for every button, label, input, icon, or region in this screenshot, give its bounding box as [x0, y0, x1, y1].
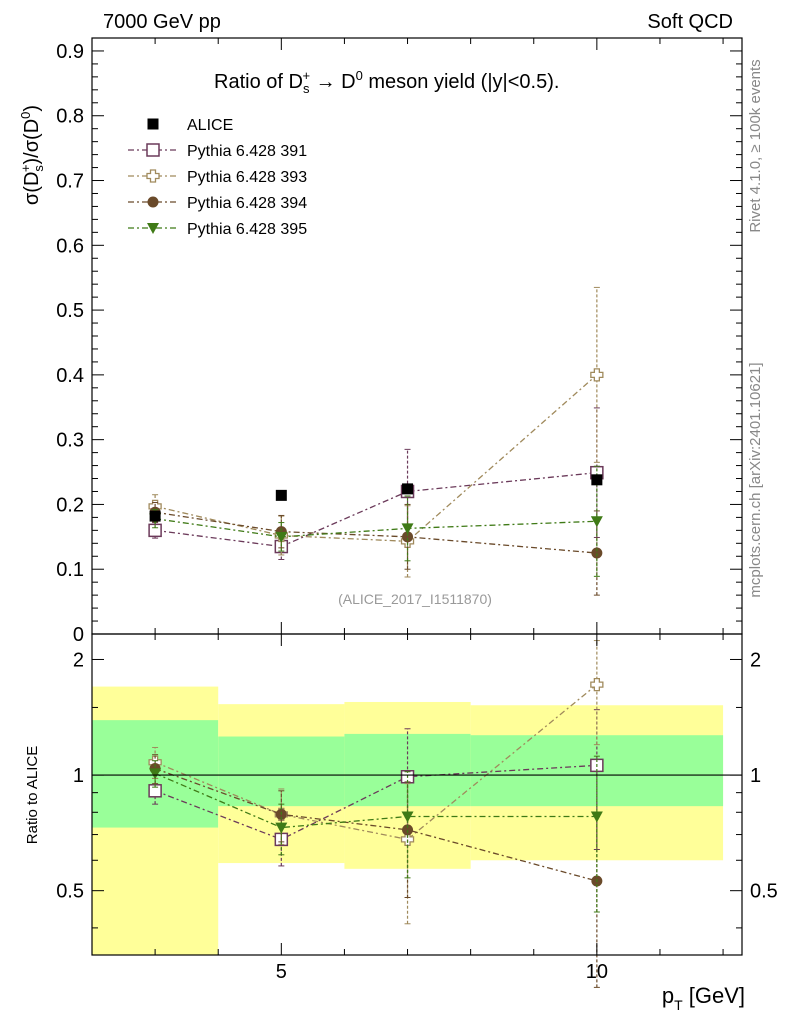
ylabel-part-4: 0 — [18, 112, 33, 119]
main-series-point-1-3 — [590, 368, 604, 382]
ratio-ytick-label-right-1: 1 — [750, 765, 761, 787]
main-ytick-label-7: 0.7 — [56, 171, 84, 193]
ratio-series-point-3-0 — [149, 768, 162, 780]
main-ytick-label-1: 0.1 — [56, 559, 84, 581]
main-ytick-label-8: 0.8 — [56, 106, 84, 128]
x-tick-label-1: 10 — [586, 961, 608, 983]
ratio-series-point-3-3 — [590, 811, 603, 823]
mcplots-label: mcplots.cern.ch [arXiv:2401.10621] — [747, 362, 764, 597]
title-part-2: + — [302, 68, 310, 83]
legend-marker-3 — [147, 223, 159, 234]
ratio-ytick-label-right-2: 2 — [750, 649, 761, 671]
xlabel-part-2: [GeV] — [683, 983, 745, 1008]
title-part-0: Ratio of D — [214, 71, 303, 93]
main-ytick-label-6: 0.6 — [56, 235, 84, 257]
main-series-line-0 — [155, 472, 597, 548]
ratio-plot-frame — [91, 633, 743, 956]
main-ytick-label-2: 0.2 — [56, 494, 84, 516]
ratio-y-label: Ratio to ALICE — [24, 746, 41, 844]
main-title: Ratio of Ds+ → D0 meson yield (|y|<0.5). — [214, 68, 559, 96]
ratio-ytick-label-left-0: 0.5 — [56, 881, 84, 903]
alice-data-point-0 — [149, 510, 161, 522]
legend-label-0: Pythia 6.428 391 — [187, 143, 307, 160]
main-ytick-label-5: 0.5 — [56, 300, 84, 322]
legend-marker-1 — [146, 169, 160, 183]
main-series-line-3 — [155, 518, 597, 538]
main-ytick-label-0: 0 — [73, 624, 84, 646]
title-part-5: meson yield (|y|<0.5). — [363, 71, 560, 93]
legend-label-2: Pythia 6.428 394 — [187, 195, 307, 212]
ratio-series-point-1-2 — [400, 832, 415, 847]
xlabel-part-1: T — [674, 997, 683, 1013]
legend-label-1: Pythia 6.428 393 — [187, 169, 307, 186]
title-part-3: → D — [310, 71, 356, 93]
main-series-line-2 — [155, 511, 597, 554]
ratio-series-line-0 — [154, 764, 597, 841]
legend-marker-0 — [146, 143, 160, 157]
main-series-line-1 — [154, 374, 598, 543]
main-series-point-3-3 — [590, 516, 603, 528]
x-axis-label: pT [GeV] — [662, 983, 745, 1013]
ratio-series-point-3-2 — [401, 811, 414, 823]
xlabel-part-0: p — [662, 983, 674, 1008]
ratio-ytick-label-right-0: 0.5 — [750, 881, 778, 903]
x-tick-label-0: 5 — [276, 961, 287, 983]
title-part-1: s — [303, 81, 310, 96]
header-left: 7000 GeV pp — [103, 11, 221, 33]
title-part-4: 0 — [356, 68, 363, 83]
legend-marker-2 — [147, 196, 159, 208]
main-series-point-2-2 — [402, 531, 414, 543]
ylabel-part-5: ) — [21, 105, 43, 112]
alice-data-point-1 — [275, 489, 287, 501]
main-series-point-2-3 — [591, 547, 603, 559]
ratio-series-point-1-3 — [590, 677, 604, 692]
main-y-label: σ(Ds+)/σ(D0) — [18, 105, 46, 205]
ylabel-part-0: σ(D — [21, 172, 43, 205]
legend-label-alice: ALICE — [187, 117, 233, 134]
ratio-series-line-3 — [154, 772, 597, 829]
alice-data-point-3 — [591, 474, 603, 486]
ratio-ytick-label-left-2: 2 — [73, 649, 84, 671]
main-ytick-label-3: 0.3 — [56, 430, 84, 452]
ylabel-part-2: + — [18, 165, 33, 173]
analysis-watermark: (ALICE_2017_I1511870) — [338, 591, 492, 607]
ylabel-part-3: )/σ(D — [21, 119, 43, 165]
legend-label-3: Pythia 6.428 395 — [187, 221, 307, 238]
main-series-point-3-2 — [401, 523, 414, 535]
main-series-point-3-1 — [275, 531, 288, 543]
legend-marker-alice — [147, 118, 159, 130]
main-ytick-label-9: 0.9 — [56, 41, 84, 63]
alice-data-point-2 — [402, 483, 414, 495]
rivet-label: Rivet 4.1.0, ≥ 100k events — [747, 59, 764, 232]
header-right: Soft QCD — [647, 11, 733, 33]
ylabel-part-1: s — [31, 165, 46, 172]
ratio-series-line-1 — [154, 684, 598, 841]
main-ytick-label-4: 0.4 — [56, 365, 84, 387]
ratio-ytick-label-left-1: 1 — [73, 765, 84, 787]
ratio-series-point-3-1 — [275, 822, 288, 834]
